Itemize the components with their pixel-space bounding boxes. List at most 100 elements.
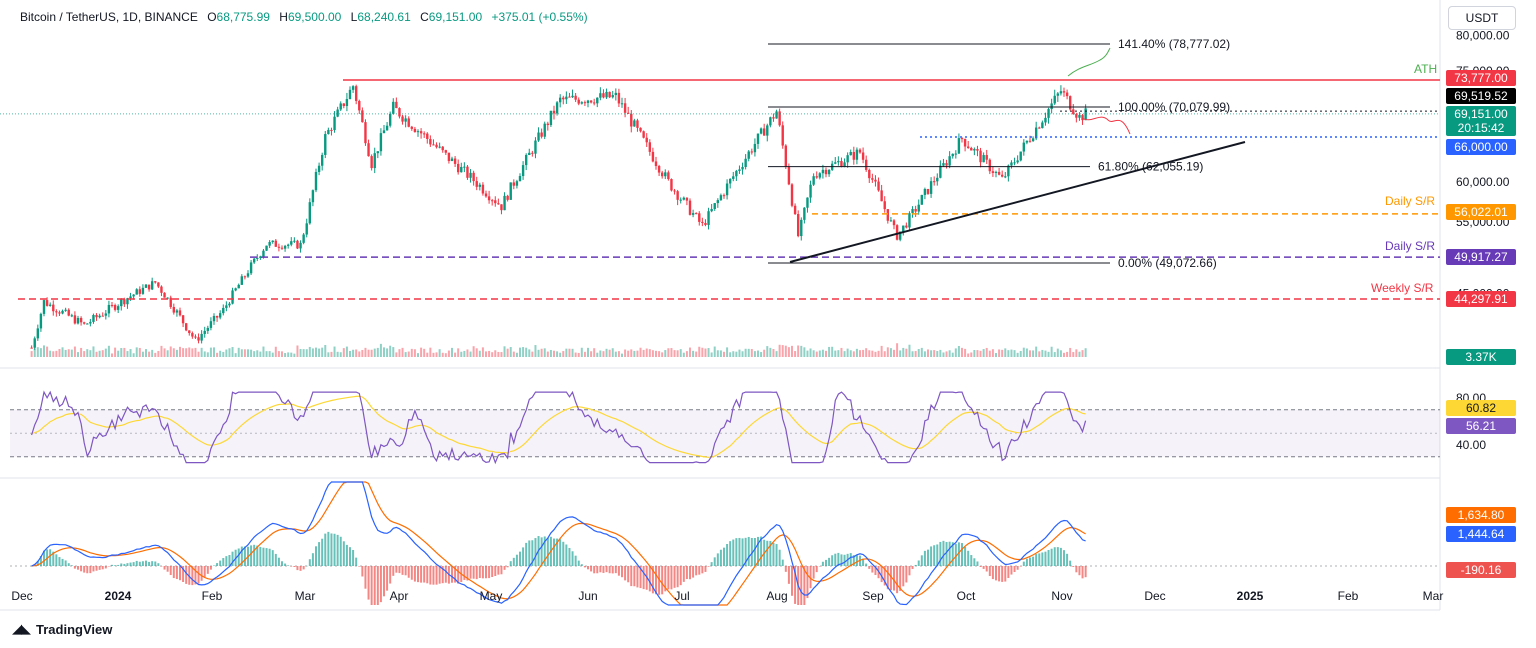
macd-hist-bar [432, 566, 435, 585]
candle-body [42, 300, 46, 314]
volume-bar [126, 351, 129, 357]
macd-hist-bar [689, 566, 691, 580]
candle-body [642, 131, 645, 138]
volume-bar [485, 351, 487, 357]
volume-bar [39, 348, 42, 357]
tradingview-logo[interactable]: ◢◣ TradingView [12, 621, 112, 637]
macd-hist-bar [525, 542, 528, 566]
macd-hist-bar [676, 566, 679, 588]
macd-hist-bar [985, 566, 988, 572]
volume-bar [698, 346, 701, 357]
volume-bar [46, 346, 49, 357]
volume-bar [58, 348, 61, 357]
candle-body [626, 112, 630, 114]
macd-hist-bar [472, 566, 475, 579]
macd-hist-bar [775, 544, 778, 566]
macd-hist-bar [1038, 553, 1041, 566]
macd-hist-bar [305, 565, 308, 567]
candle-body [963, 138, 967, 147]
currency-button[interactable]: USDT [1448, 6, 1516, 30]
macd-hist-bar [216, 563, 219, 566]
candle-body [824, 169, 828, 175]
macd-hist-bar [500, 566, 503, 575]
candle-body [929, 181, 933, 194]
volume-bar [957, 345, 960, 357]
volume-bar [191, 348, 194, 357]
macd-hist-bar [692, 566, 695, 578]
volume-bar [750, 348, 753, 357]
rsi-ma-tag: 60.82 [1446, 400, 1516, 416]
macd-hist-bar [531, 540, 534, 566]
macd-line [31, 481, 1086, 606]
time-axis-label: Jul [674, 589, 689, 603]
macd-hist-bar [1078, 566, 1081, 576]
candle-body [379, 133, 383, 152]
candle-body [215, 315, 219, 318]
candle-body [1056, 93, 1060, 96]
volume-bar [553, 350, 555, 357]
macd-hist-bar [716, 553, 719, 566]
macd-hist-bar [358, 566, 361, 567]
volume-bar [587, 347, 589, 357]
candle-body [905, 225, 908, 228]
volume-bar [809, 348, 812, 357]
macd-hist-bar [277, 557, 280, 566]
macd-hist-bar [982, 566, 985, 569]
volume-bar [231, 347, 234, 357]
macd-hist-bar [466, 566, 469, 581]
candle-body [596, 97, 599, 104]
candle-body [914, 209, 917, 212]
macd-hist-bar [902, 566, 905, 587]
volume-bar [398, 349, 401, 357]
candle-body [549, 110, 553, 126]
volume-bar [281, 351, 283, 357]
macd-hist-bar [559, 539, 562, 566]
macd-hist-bar [825, 559, 827, 566]
macd-hist-bar [713, 557, 716, 566]
candle-body [354, 86, 358, 101]
candle-body [277, 246, 281, 248]
volume-bar [166, 350, 169, 357]
macd-hist-bar [243, 546, 246, 566]
candle-body [815, 176, 818, 178]
candle-body [494, 200, 497, 204]
volume-bar [463, 350, 466, 357]
candle-body [311, 190, 315, 203]
macd-hist-bar [389, 566, 392, 584]
daily-sr-purple-label: Daily S/R [1385, 239, 1435, 253]
candle-body [166, 297, 169, 299]
volume-bar [896, 343, 899, 357]
volume-bar [716, 350, 719, 357]
macd-hist-bar [707, 566, 710, 567]
volume-bar [803, 347, 806, 357]
volume-bar [160, 345, 163, 357]
macd-hist-bar [1025, 558, 1028, 566]
time-axis-label: Jun [578, 589, 597, 603]
candle-body [759, 128, 763, 134]
candle-body [472, 172, 475, 182]
volume-bar [101, 350, 104, 357]
macd-hist-bar [954, 543, 957, 566]
macd-hist-bar [503, 566, 506, 570]
volume-bar [599, 350, 602, 357]
candle-body [432, 144, 435, 146]
volume-bar [834, 350, 837, 357]
macd-hist-bar [562, 541, 565, 566]
candle-body [101, 315, 104, 317]
candle-body [237, 284, 240, 289]
macd-hist-bar [191, 566, 194, 586]
macd-hist-bar [379, 566, 382, 603]
volume-bar [951, 352, 954, 357]
candle-body [317, 165, 321, 172]
low-label: L [350, 10, 358, 24]
fib-label-3: 0.00% (49,072.66) [1118, 256, 1217, 270]
volume-bar [1044, 350, 1047, 357]
candle-body [107, 304, 111, 314]
candle-body [957, 138, 961, 154]
macd-hist-bar [831, 555, 834, 566]
macd-hist-bar [633, 566, 636, 587]
rsi-ma-tag-value: 60.82 [1465, 401, 1497, 415]
macd-hist-bar [862, 558, 865, 566]
candle-body [1022, 142, 1026, 152]
